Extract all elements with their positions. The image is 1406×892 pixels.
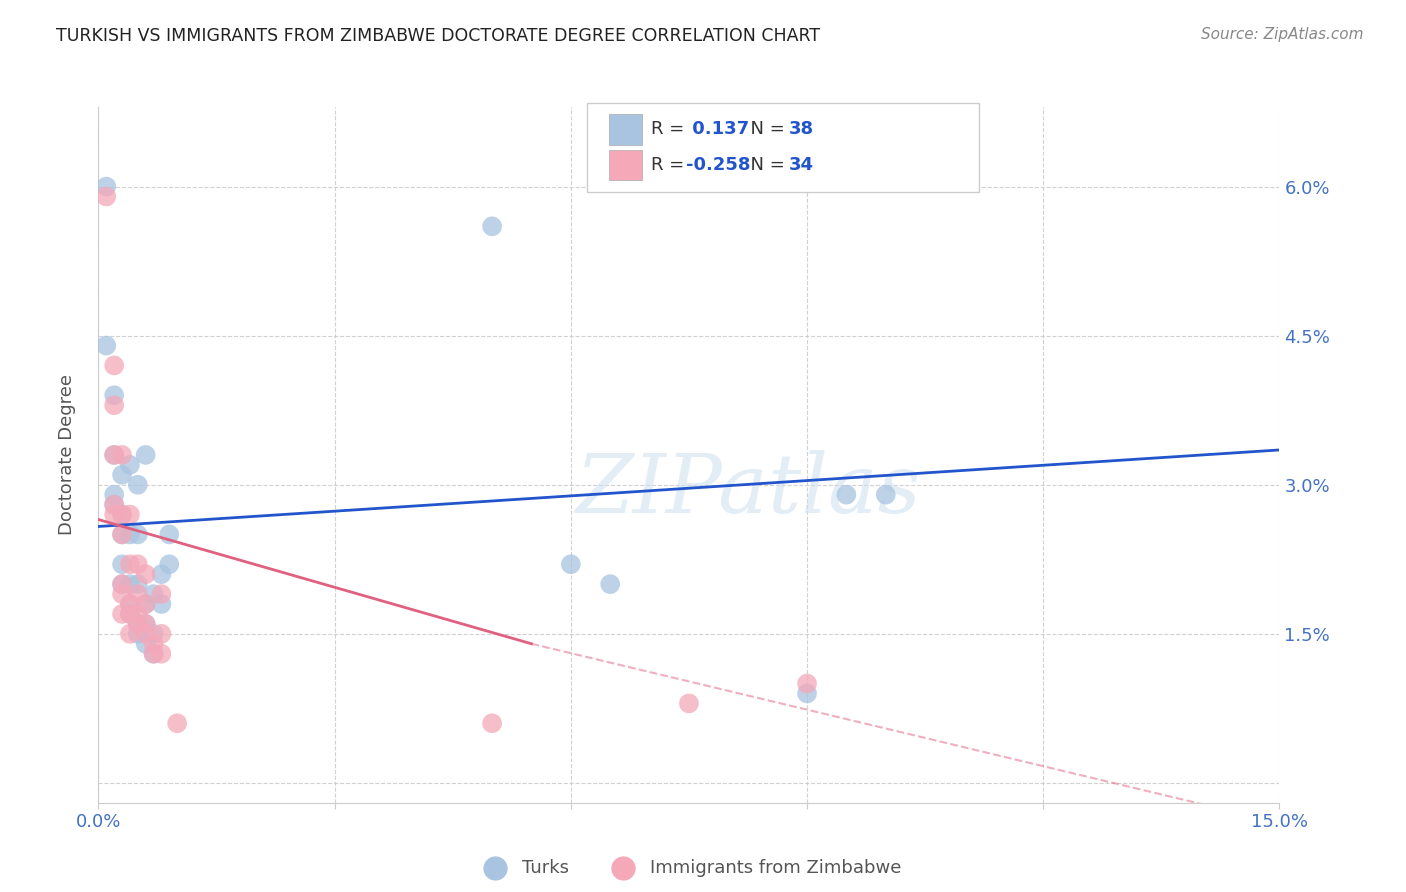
Point [135, 616, 157, 631]
Point [127, 558, 149, 572]
Point [111, 577, 134, 591]
Legend: Turks, Immigrants from Zimbabwe: Turks, Immigrants from Zimbabwe [470, 852, 908, 884]
Point [111, 577, 134, 591]
Point [135, 637, 157, 651]
Point [166, 716, 188, 731]
Point [157, 527, 180, 541]
Point [127, 477, 149, 491]
Point [96, 179, 118, 194]
Point [96, 338, 118, 352]
Point [111, 527, 134, 541]
Point [835, 488, 858, 502]
Point [796, 686, 818, 700]
Text: 38: 38 [789, 120, 814, 138]
Point [103, 388, 125, 402]
Point [150, 627, 173, 641]
Point [118, 597, 141, 611]
Point [111, 558, 134, 572]
Point [111, 527, 134, 541]
Point [118, 607, 141, 621]
Point [157, 558, 180, 572]
Point [118, 627, 141, 641]
Point [118, 527, 141, 541]
Point [111, 448, 134, 462]
Point [127, 527, 149, 541]
Point [135, 597, 157, 611]
Point [127, 577, 149, 591]
Point [118, 577, 141, 591]
Point [96, 189, 118, 203]
Point [103, 508, 125, 522]
Text: Source: ZipAtlas.com: Source: ZipAtlas.com [1201, 27, 1364, 42]
Point [111, 508, 134, 522]
Point [481, 716, 503, 731]
Point [118, 508, 141, 522]
Point [118, 458, 141, 472]
Point [103, 448, 125, 462]
Point [135, 616, 157, 631]
Point [142, 627, 165, 641]
Point [103, 398, 125, 412]
Y-axis label: Doctorate Degree: Doctorate Degree [58, 375, 76, 535]
Point [118, 597, 141, 611]
Point [127, 616, 149, 631]
Point [796, 676, 818, 690]
Point [127, 627, 149, 641]
Point [135, 448, 157, 462]
Text: R =: R = [651, 120, 690, 138]
Point [111, 607, 134, 621]
Text: TURKISH VS IMMIGRANTS FROM ZIMBABWE DOCTORATE DEGREE CORRELATION CHART: TURKISH VS IMMIGRANTS FROM ZIMBABWE DOCT… [56, 27, 820, 45]
Point [135, 627, 157, 641]
Text: N =: N = [740, 120, 790, 138]
Point [150, 567, 173, 582]
Point [875, 488, 897, 502]
Point [135, 567, 157, 582]
Text: 34: 34 [789, 156, 814, 174]
Point [127, 607, 149, 621]
Point [111, 508, 134, 522]
Text: R =: R = [651, 156, 690, 174]
Point [103, 359, 125, 373]
Point [150, 587, 173, 601]
Text: ZIPatlas: ZIPatlas [575, 450, 921, 530]
Point [150, 647, 173, 661]
Point [103, 488, 125, 502]
Point [118, 558, 141, 572]
Point [142, 587, 165, 601]
Point [118, 607, 141, 621]
Point [103, 498, 125, 512]
Point [599, 577, 621, 591]
Point [142, 637, 165, 651]
Point [127, 587, 149, 601]
Point [560, 558, 582, 572]
Point [142, 647, 165, 661]
Point [111, 587, 134, 601]
Point [127, 616, 149, 631]
Text: 0.137: 0.137 [686, 120, 749, 138]
Point [111, 467, 134, 482]
Text: N =: N = [740, 156, 790, 174]
Point [103, 448, 125, 462]
Point [142, 647, 165, 661]
Point [135, 597, 157, 611]
Point [481, 219, 503, 234]
Text: -0.258: -0.258 [686, 156, 751, 174]
Point [678, 697, 700, 711]
Point [150, 597, 173, 611]
Point [103, 498, 125, 512]
